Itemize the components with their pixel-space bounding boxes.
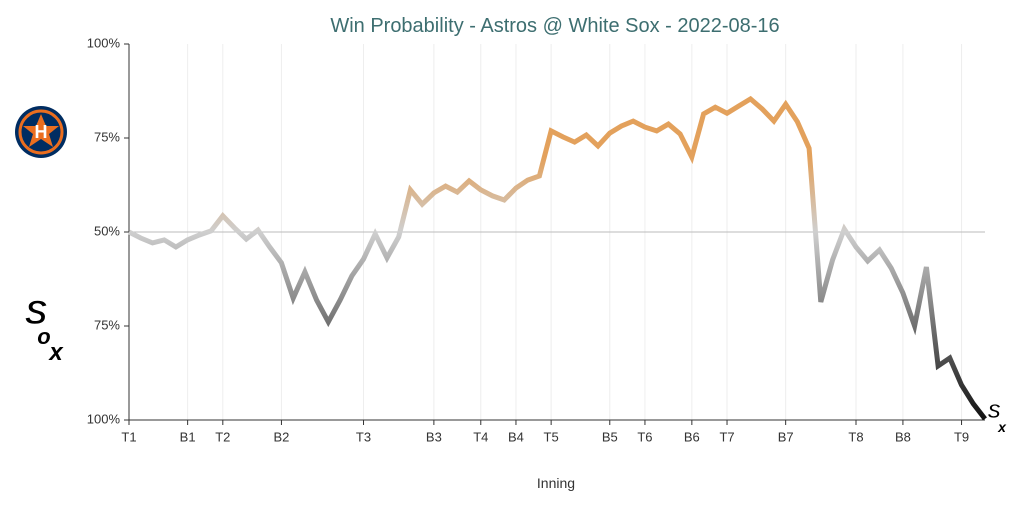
x-tick-label: T5 xyxy=(544,429,559,444)
svg-text:o: o xyxy=(37,324,50,349)
x-tick-label: T8 xyxy=(848,429,863,444)
y-tick-label: 50% xyxy=(94,223,120,238)
x-tick-label: T7 xyxy=(719,429,734,444)
svg-text:x: x xyxy=(47,339,64,366)
x-tick-label: B2 xyxy=(273,429,289,444)
win-probability-line xyxy=(127,95,987,421)
x-tick-label: T4 xyxy=(473,429,488,444)
svg-text:H: H xyxy=(35,122,48,142)
y-tick-label: 100% xyxy=(87,411,121,426)
y-tick-label: 75% xyxy=(94,317,120,332)
astros-logo: H xyxy=(15,106,67,158)
svg-text:S: S xyxy=(25,294,48,332)
x-tick-label: B6 xyxy=(684,429,700,444)
x-tick-label: B5 xyxy=(602,429,618,444)
x-tick-label: T3 xyxy=(356,429,371,444)
x-tick-label: B7 xyxy=(778,429,794,444)
white-sox-end-logo: S x xyxy=(987,401,1007,435)
y-tick-label: 75% xyxy=(94,129,120,144)
x-tick-label: T1 xyxy=(121,429,136,444)
x-tick-label: B4 xyxy=(508,429,524,444)
x-tick-label: T6 xyxy=(637,429,652,444)
chart-title: Win Probability - Astros @ White Sox - 2… xyxy=(330,15,779,37)
white-sox-logo: S o x xyxy=(24,294,64,367)
x-tick-label: T9 xyxy=(954,429,969,444)
svg-text:x: x xyxy=(997,419,1007,435)
x-tick-label: B8 xyxy=(895,429,911,444)
x-tick-label: B1 xyxy=(180,429,196,444)
x-tick-label: T2 xyxy=(215,429,230,444)
svg-text:S: S xyxy=(987,401,1001,423)
y-tick-label: 100% xyxy=(87,35,121,50)
x-tick-label: B3 xyxy=(426,429,442,444)
x-axis-label: Inning xyxy=(537,475,575,491)
